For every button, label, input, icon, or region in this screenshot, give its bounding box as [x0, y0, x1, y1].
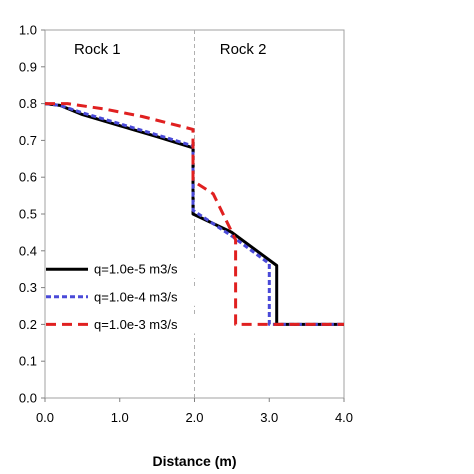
x-tick-label: 4.0: [335, 410, 353, 425]
y-tick-label: 1.0: [19, 23, 37, 38]
y-tick-label: 0.4: [19, 243, 37, 258]
y-tick-label: 0.7: [19, 133, 37, 148]
legend-label: q=1.0e-5 m3/s: [94, 262, 178, 277]
region-label: Rock 1: [74, 41, 121, 58]
series-lines: [44, 102, 344, 326]
legend-bg: [46, 287, 196, 306]
legend-bg: [46, 260, 196, 279]
legend-bg: [46, 315, 196, 334]
y-tick-label: 0.0: [19, 391, 37, 406]
y-tick-label: 0.1: [19, 354, 37, 369]
x-tick-label: 2.0: [185, 410, 203, 425]
legend-label: q=1.0e-3 m3/s: [94, 317, 178, 332]
legend-label: q=1.0e-4 m3/s: [94, 289, 178, 304]
region-label: Rock 2: [220, 41, 267, 58]
x-tick-label: 3.0: [260, 410, 278, 425]
x-tick-label: 0.0: [36, 410, 54, 425]
legend: q=1.0e-5 m3/s q=1.0e-4 m3/s q=1.0e-3 m3/s: [46, 260, 196, 334]
axes: 0.0 0.1 0.2 0.3 0.4 0.5 0.6 0.7 0.8 0.9 1.0 0.0 1.0 2…: [19, 23, 353, 426]
region-labels: Rock 1 Rock 2: [74, 41, 266, 58]
y-tick-label: 0.2: [19, 317, 37, 332]
y-tick-label: 0.6: [19, 170, 37, 185]
y-tick-label: 0.8: [19, 96, 37, 111]
series-line: [45, 102, 344, 326]
y-tick-label: 0.9: [19, 59, 37, 74]
x-tick-label: 1.0: [111, 410, 129, 425]
y-tick-label: 0.3: [19, 280, 37, 295]
x-axis-title: Distance (m): [152, 453, 236, 469]
y-tick-label: 0.5: [19, 207, 37, 222]
